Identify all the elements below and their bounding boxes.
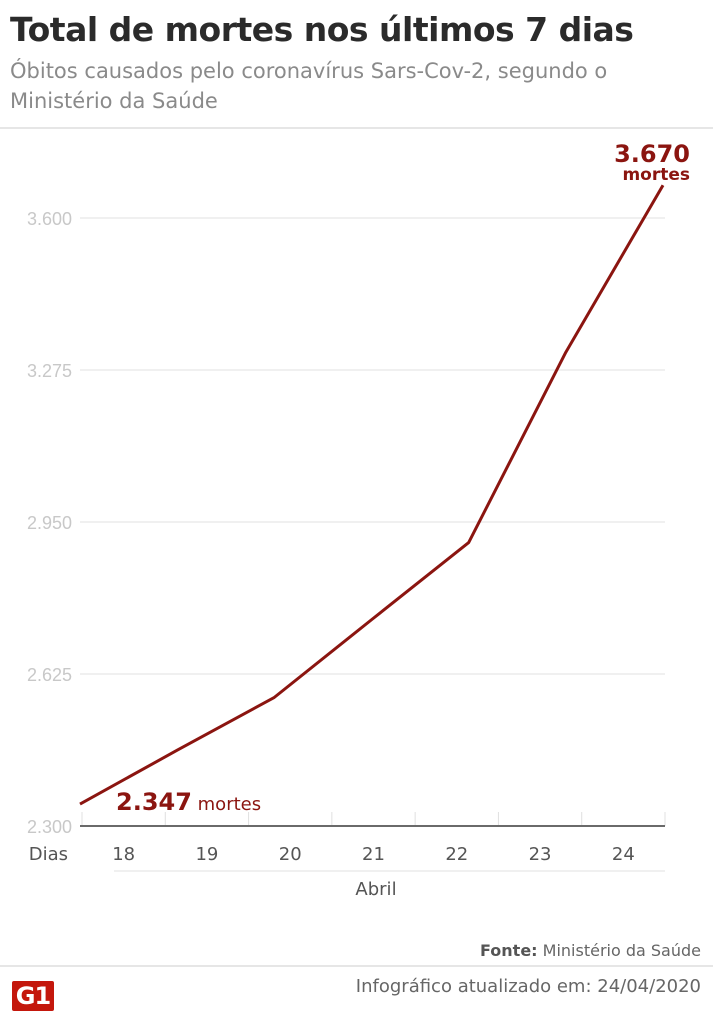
x-tick-label: 22 <box>445 844 468 865</box>
data-line <box>79 184 665 806</box>
last-value-unit: mortes <box>622 165 690 185</box>
source-label: Fonte: <box>480 941 538 960</box>
y-tick-label: 2.300 <box>27 817 72 837</box>
x-tick-label: 18 <box>112 844 135 865</box>
y-tick-label: 2.950 <box>27 513 72 533</box>
x-tick-label: 19 <box>195 844 218 865</box>
source: Fonte: Ministério da Saúde <box>480 941 701 960</box>
x-tick-label: 23 <box>529 844 552 865</box>
last-value-label: 3.670 <box>614 140 690 168</box>
x-tick-label: 21 <box>362 844 385 865</box>
y-tick-label: 3.275 <box>27 361 72 381</box>
x-sub-label: Abril <box>355 879 396 900</box>
x-axis-label: Dias <box>29 844 68 865</box>
page-title: Total de mortes nos últimos 7 dias <box>10 10 634 49</box>
divider <box>0 965 713 967</box>
divider <box>0 127 713 129</box>
source-text: Ministério da Saúde <box>542 941 701 960</box>
line-chart: 2.300 2.625 2.950 3.275 3.600 Dias 18 19 20 21 22 2… <box>27 140 690 900</box>
x-tick-label: 20 <box>279 844 302 865</box>
first-value-label: 2.347 mortes <box>116 788 261 816</box>
y-tick-label: 2.625 <box>27 665 72 685</box>
y-tick-label: 3.600 <box>27 209 72 229</box>
subtitle: Óbitos causados pelo coronavírus Sars-Co… <box>10 59 608 113</box>
x-tick-label: 24 <box>612 844 635 865</box>
updated-text: Infográfico atualizado em: 24/04/2020 <box>355 976 701 997</box>
g1-logo: G1 <box>12 981 54 1011</box>
